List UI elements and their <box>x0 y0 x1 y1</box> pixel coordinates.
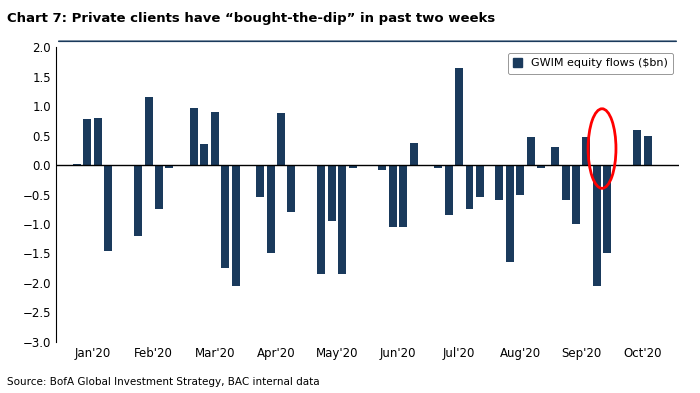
Bar <box>526 137 535 165</box>
Bar <box>73 164 81 165</box>
Bar <box>506 165 514 263</box>
Bar <box>94 118 102 165</box>
Bar <box>317 165 326 274</box>
Bar <box>232 165 239 286</box>
Bar <box>200 144 209 165</box>
Bar <box>444 165 453 215</box>
Bar <box>155 165 163 209</box>
Bar <box>190 108 198 165</box>
Text: Source: BofA Global Investment Strategy, BAC internal data: Source: BofA Global Investment Strategy,… <box>7 377 320 387</box>
Bar <box>603 165 611 253</box>
Text: Chart 7: Private clients have “bought-the-dip” in past two weeks: Chart 7: Private clients have “bought-th… <box>7 12 496 25</box>
Bar <box>537 165 545 168</box>
Bar <box>389 165 397 227</box>
Bar <box>338 165 346 274</box>
Bar <box>516 165 524 195</box>
Bar <box>221 165 229 268</box>
Bar <box>211 112 219 165</box>
Bar <box>634 130 641 165</box>
Bar <box>328 165 336 221</box>
Bar <box>552 147 559 165</box>
Bar <box>410 143 418 165</box>
Legend: GWIM equity flows ($bn): GWIM equity flows ($bn) <box>508 53 673 74</box>
Bar <box>267 165 274 253</box>
Bar <box>349 165 356 168</box>
Bar <box>288 165 295 212</box>
Bar <box>572 165 580 224</box>
Bar <box>593 165 601 286</box>
Bar <box>145 97 153 165</box>
Bar <box>277 113 285 165</box>
Bar <box>582 137 590 165</box>
Bar <box>496 165 503 200</box>
Bar <box>165 165 174 168</box>
Bar <box>455 68 463 165</box>
Bar <box>134 165 142 236</box>
Bar <box>256 165 265 197</box>
Bar <box>435 165 442 168</box>
Bar <box>399 165 407 227</box>
Bar <box>466 165 473 209</box>
Bar <box>643 136 652 165</box>
Bar <box>104 165 112 251</box>
Bar <box>379 165 386 170</box>
Bar <box>561 165 570 200</box>
Bar <box>83 119 92 165</box>
Bar <box>476 165 484 197</box>
